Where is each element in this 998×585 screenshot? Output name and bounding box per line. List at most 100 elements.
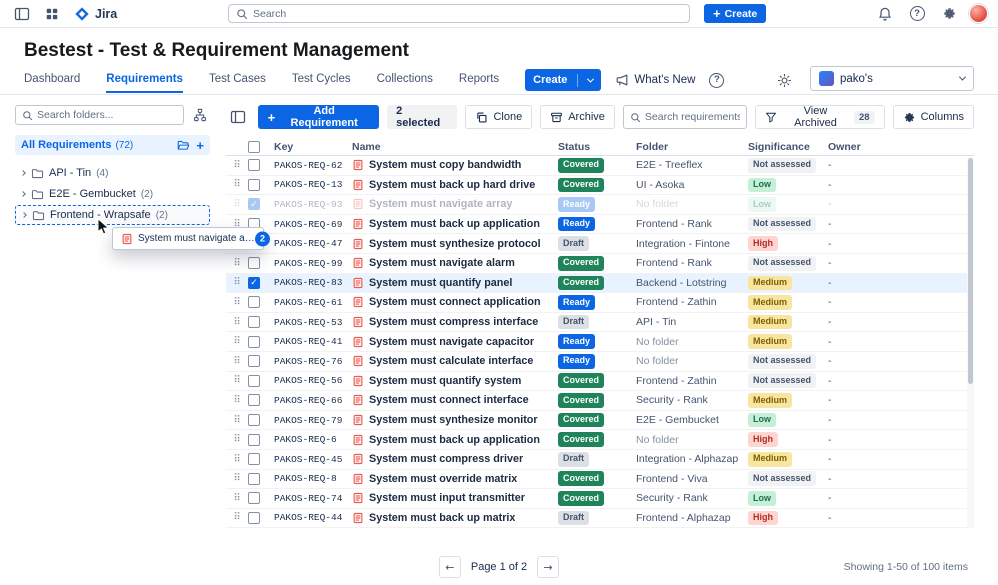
drag-handle[interactable]: ⠿ bbox=[233, 512, 241, 524]
row-name-link[interactable]: System must synthesize monitor bbox=[352, 414, 558, 426]
drag-handle[interactable]: ⠿ bbox=[233, 238, 241, 250]
archive-button[interactable]: Archive bbox=[540, 105, 615, 129]
column-header-owner[interactable]: Owner bbox=[828, 140, 861, 153]
tab-reports[interactable]: Reports bbox=[459, 67, 499, 93]
row-checkbox[interactable] bbox=[248, 218, 260, 231]
row-checkbox[interactable] bbox=[248, 433, 260, 446]
columns-button[interactable]: Columns bbox=[892, 105, 974, 129]
row-checkbox[interactable]: ✓ bbox=[248, 198, 260, 211]
row-name-link[interactable]: System must back up hard drive bbox=[352, 179, 558, 191]
table-row[interactable]: ⠿ PAKOS-REQ-8 System must override matrix C… bbox=[226, 470, 974, 490]
tab-test-cases[interactable]: Test Cases bbox=[209, 67, 266, 93]
table-row[interactable]: ⠿ ✓ PAKOS-REQ-93 System must navigate array… bbox=[226, 195, 974, 215]
drag-handle[interactable]: ⠿ bbox=[233, 198, 241, 210]
table-row[interactable]: ⠿ PAKOS-REQ-41 System must navigate capaci… bbox=[226, 332, 974, 352]
row-checkbox[interactable] bbox=[248, 394, 260, 407]
row-checkbox[interactable] bbox=[248, 472, 260, 485]
row-name-link[interactable]: System must copy bandwidth bbox=[352, 159, 558, 171]
drag-handle[interactable]: ⠿ bbox=[233, 492, 241, 504]
drag-handle[interactable]: ⠿ bbox=[233, 179, 241, 191]
select-all-checkbox[interactable] bbox=[248, 140, 260, 153]
drag-handle[interactable]: ⠿ bbox=[233, 336, 241, 348]
row-name-link[interactable]: System must override matrix bbox=[352, 473, 558, 485]
next-page-button[interactable]: → bbox=[537, 556, 560, 578]
table-row[interactable]: ⠿ PAKOS-REQ-66 System must connect interfa… bbox=[226, 391, 974, 411]
table-row[interactable]: ⠿ PAKOS-REQ-69 System must back up applica… bbox=[226, 215, 974, 235]
folder-item[interactable]: Frontend - Wrapsafe (2) bbox=[15, 205, 210, 225]
tab-requirements[interactable]: Requirements bbox=[106, 67, 183, 93]
tab-dashboard[interactable]: Dashboard bbox=[24, 67, 80, 93]
folder-item[interactable]: E2E - Gembucket (2) bbox=[15, 184, 210, 204]
folder-open-icon[interactable] bbox=[177, 139, 190, 152]
column-header-folder[interactable]: Folder bbox=[636, 140, 669, 153]
table-row[interactable]: ⠿ PAKOS-REQ-74 System must input transmitt… bbox=[226, 489, 974, 509]
row-name-link[interactable]: System must navigate alarm bbox=[352, 257, 558, 269]
drag-handle[interactable]: ⠿ bbox=[233, 277, 241, 289]
row-name-link[interactable]: System must quantify system bbox=[352, 375, 558, 387]
row-name-link[interactable]: System must connect interface bbox=[352, 394, 558, 406]
whats-new-button[interactable]: What's New bbox=[615, 73, 695, 87]
table-row[interactable]: ⠿ ✓ PAKOS-REQ-83 System must quantify panel… bbox=[226, 273, 974, 294]
drag-handle[interactable]: ⠿ bbox=[233, 414, 241, 426]
row-checkbox[interactable] bbox=[248, 257, 260, 270]
row-checkbox[interactable] bbox=[248, 355, 260, 368]
folder-search[interactable] bbox=[15, 105, 184, 125]
table-row[interactable]: ⠿ PAKOS-REQ-62 System must copy bandwidth C… bbox=[226, 156, 974, 176]
row-name-link[interactable]: System must compress interface bbox=[352, 316, 558, 328]
all-requirements-item[interactable]: All Requirements (72) + bbox=[15, 135, 210, 155]
row-checkbox[interactable] bbox=[248, 335, 260, 348]
drag-handle[interactable]: ⠿ bbox=[233, 453, 241, 465]
row-name-link[interactable]: System must quantify panel bbox=[352, 277, 558, 289]
row-checkbox[interactable] bbox=[248, 237, 260, 250]
table-row[interactable]: ⠿ PAKOS-REQ-47 System must synthesize prot… bbox=[226, 234, 974, 254]
row-checkbox[interactable] bbox=[248, 374, 260, 387]
column-header-status[interactable]: Status bbox=[558, 140, 591, 153]
create-dropdown-button[interactable]: Create bbox=[525, 69, 602, 91]
global-search[interactable] bbox=[227, 4, 690, 23]
drag-handle[interactable]: ⠿ bbox=[233, 434, 241, 446]
row-checkbox[interactable] bbox=[248, 492, 260, 505]
collapse-sidebar-button[interactable] bbox=[226, 105, 250, 129]
requirements-search[interactable] bbox=[622, 105, 747, 129]
table-row[interactable]: ⠿ PAKOS-REQ-13 System must back up hard dr… bbox=[226, 176, 974, 196]
folder-search-input[interactable] bbox=[37, 109, 177, 121]
row-checkbox[interactable] bbox=[248, 453, 260, 466]
row-name-link[interactable]: System must synthesize protocol bbox=[352, 238, 558, 250]
chevron-right-icon[interactable] bbox=[20, 170, 26, 176]
project-selector[interactable]: pako's bbox=[810, 66, 974, 91]
add-folder-button[interactable]: + bbox=[196, 137, 204, 153]
table-row[interactable]: ⠿ PAKOS-REQ-76 System must calculate inter… bbox=[226, 352, 974, 372]
theme-toggle-button[interactable] bbox=[772, 68, 796, 92]
add-requirement-button[interactable]: + Add Requirement bbox=[257, 105, 380, 129]
notifications-button[interactable] bbox=[873, 2, 897, 26]
row-checkbox[interactable] bbox=[248, 296, 260, 309]
clone-button[interactable]: Clone bbox=[465, 105, 533, 129]
page-help-icon[interactable]: ? bbox=[709, 72, 725, 88]
row-name-link[interactable]: System must navigate capacitor bbox=[352, 336, 558, 348]
settings-button[interactable] bbox=[937, 2, 961, 26]
row-name-link[interactable]: System must back up application bbox=[352, 434, 558, 446]
table-row[interactable]: ⠿ PAKOS-REQ-56 System must quantify system… bbox=[226, 372, 974, 392]
row-name-link[interactable]: System must back up application bbox=[352, 218, 558, 230]
row-name-link[interactable]: System must back up matrix bbox=[352, 512, 558, 524]
drag-handle[interactable]: ⠿ bbox=[233, 316, 241, 328]
column-header-name[interactable]: Name bbox=[352, 140, 381, 153]
row-checkbox[interactable] bbox=[248, 511, 260, 524]
column-header-key[interactable]: Key bbox=[274, 140, 294, 153]
row-name-link[interactable]: System must compress driver bbox=[352, 453, 558, 465]
drag-handle[interactable]: ⠿ bbox=[233, 394, 241, 406]
chevron-right-icon[interactable] bbox=[20, 191, 26, 197]
row-name-link[interactable]: System must calculate interface bbox=[352, 355, 558, 367]
row-checkbox[interactable] bbox=[248, 159, 260, 172]
table-scrollbar[interactable] bbox=[967, 157, 974, 529]
drag-handle[interactable]: ⠿ bbox=[233, 218, 241, 230]
table-row[interactable]: ⠿ PAKOS-REQ-44 System must back up matrix D… bbox=[226, 509, 974, 529]
tab-collections[interactable]: Collections bbox=[377, 67, 433, 93]
row-name-link[interactable]: System must navigate array bbox=[352, 198, 558, 210]
row-checkbox[interactable] bbox=[248, 316, 260, 329]
drag-handle[interactable]: ⠿ bbox=[233, 159, 241, 171]
row-name-link[interactable]: System must input transmitter bbox=[352, 492, 558, 504]
global-create-button[interactable]: + Create bbox=[703, 4, 767, 23]
column-header-significance[interactable]: Significance bbox=[748, 140, 810, 153]
prev-page-button[interactable]: ← bbox=[438, 556, 461, 578]
